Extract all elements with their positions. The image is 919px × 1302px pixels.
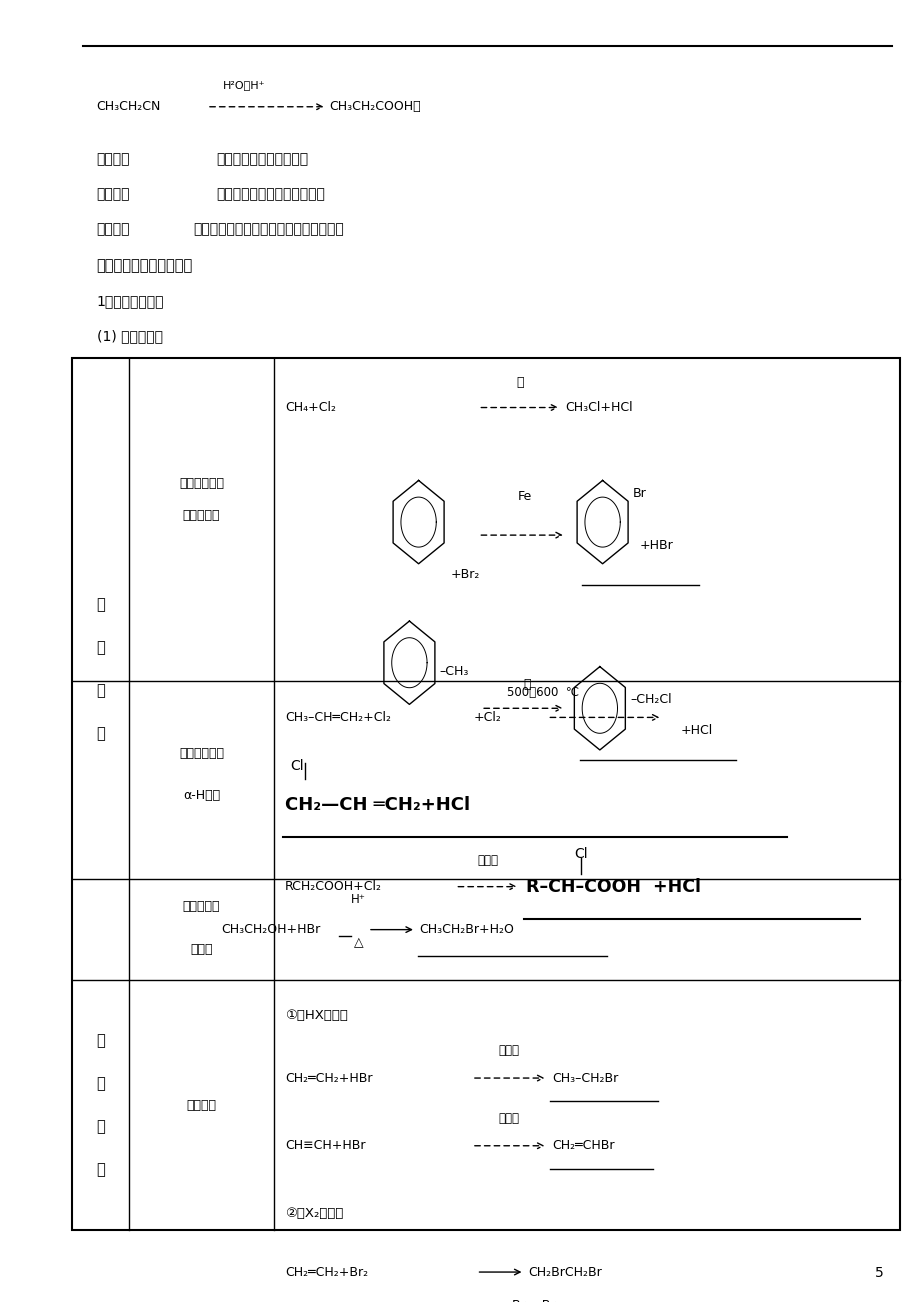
Text: 醇与氢卤酸: 醇与氢卤酸 (183, 900, 220, 913)
Text: 应: 应 (96, 598, 105, 612)
Text: CH₃CH₂OH+HBr: CH₃CH₂OH+HBr (221, 923, 320, 936)
Text: α-H取代: α-H取代 (183, 789, 220, 802)
Text: 500～600  ℃: 500～600 ℃ (506, 686, 578, 699)
Bar (72, 358, 899, 1230)
Text: +HCl: +HCl (680, 724, 712, 737)
Text: 成: 成 (96, 1120, 105, 1134)
Text: CH₃CH₂Br+H₂O: CH₃CH₂Br+H₂O (419, 923, 514, 936)
Text: 代: 代 (96, 684, 105, 698)
Text: CH≡CH+HBr: CH≡CH+HBr (285, 1139, 366, 1152)
Text: 的取代反应: 的取代反应 (183, 509, 220, 522)
Text: +Br₂: +Br₂ (450, 568, 480, 581)
Text: 烯烃、羧酸的: 烯烃、羧酸的 (179, 747, 223, 760)
Text: CH₂—CH ═CH₂+HCl: CH₂—CH ═CH₂+HCl (285, 796, 470, 814)
Text: 取: 取 (96, 727, 105, 741)
Text: Br    Br: Br Br (511, 1299, 555, 1302)
Text: 光: 光 (523, 678, 530, 691)
Text: –CH₃: –CH₃ (439, 665, 469, 678)
Text: 应: 应 (96, 1034, 105, 1048)
Text: R–CH–COOH  +HCl: R–CH–COOH +HCl (526, 878, 700, 896)
Text: 无水羧酸盐与碱石灰共热发生脱羧反应。: 无水羧酸盐与碱石灰共热发生脱羧反应。 (193, 223, 344, 236)
Text: H²O，H⁺: H²O，H⁺ (222, 79, 265, 90)
Text: (1) 引入卤原子: (1) 引入卤原子 (96, 329, 163, 342)
Text: △: △ (354, 936, 363, 949)
Text: 5: 5 (873, 1267, 882, 1280)
Text: CH₂BrCH₂Br: CH₂BrCH₂Br (528, 1266, 601, 1279)
Text: H⁺: H⁺ (351, 893, 366, 906)
Text: 催化剂: 催化剂 (498, 1044, 518, 1057)
Text: Fe: Fe (516, 490, 531, 503)
Text: CH₄+Cl₂: CH₄+Cl₂ (285, 401, 335, 414)
Text: ①与HX的加成: ①与HX的加成 (285, 1009, 347, 1022)
Text: 有机合成中碳链的增长和减短: 有机合成中碳链的增长和减短 (216, 187, 324, 201)
Text: 反: 反 (96, 1077, 105, 1091)
Text: 1．官能团的引入: 1．官能团的引入 (96, 294, 164, 307)
Text: CH₃Cl+HCl: CH₃Cl+HCl (564, 401, 632, 414)
Text: 加成反应: 加成反应 (187, 1099, 216, 1112)
Text: 二、官能团的引入与转化: 二、官能团的引入与转化 (96, 258, 193, 273)
Text: 【题点】: 【题点】 (96, 187, 130, 201)
Text: 烷烃、芳香烃: 烷烃、芳香烃 (179, 477, 223, 490)
Text: CH₂═CHBr: CH₂═CHBr (551, 1139, 614, 1152)
Text: CH₃CH₂CN: CH₃CH₂CN (96, 100, 161, 113)
Text: 加: 加 (96, 1163, 105, 1177)
Text: 方法规律: 方法规律 (96, 223, 130, 236)
Text: 催化剂: 催化剂 (477, 854, 497, 867)
Text: –CH₂Cl: –CH₂Cl (630, 693, 671, 706)
Text: 【考点】: 【考点】 (96, 152, 130, 165)
Text: CH₂═CH₂+Br₂: CH₂═CH₂+Br₂ (285, 1266, 368, 1279)
Text: CH₃–CH═CH₂+Cl₂: CH₃–CH═CH₂+Cl₂ (285, 711, 391, 724)
Text: CH₃CH₂COOH。: CH₃CH₂COOH。 (329, 100, 421, 113)
Text: Cl: Cl (289, 759, 303, 772)
Text: Cl: Cl (574, 848, 587, 861)
Text: CH₂═CH₂+HBr: CH₂═CH₂+HBr (285, 1072, 372, 1085)
Text: 的取代: 的取代 (190, 943, 212, 956)
Text: 光: 光 (516, 376, 523, 389)
Text: +Cl₂: +Cl₂ (473, 711, 501, 724)
Text: RCH₂COOH+Cl₂: RCH₂COOH+Cl₂ (285, 880, 381, 893)
Text: CH₃–CH₂Br: CH₃–CH₂Br (551, 1072, 618, 1085)
Text: +HBr: +HBr (639, 539, 673, 552)
Text: 催化剂: 催化剂 (498, 1112, 518, 1125)
Text: Br: Br (632, 487, 646, 500)
Text: ②与X₂的加成: ②与X₂的加成 (285, 1207, 343, 1220)
Text: 反: 反 (96, 641, 105, 655)
Text: 有机合成中碳骨架的构建: 有机合成中碳骨架的构建 (216, 152, 308, 165)
